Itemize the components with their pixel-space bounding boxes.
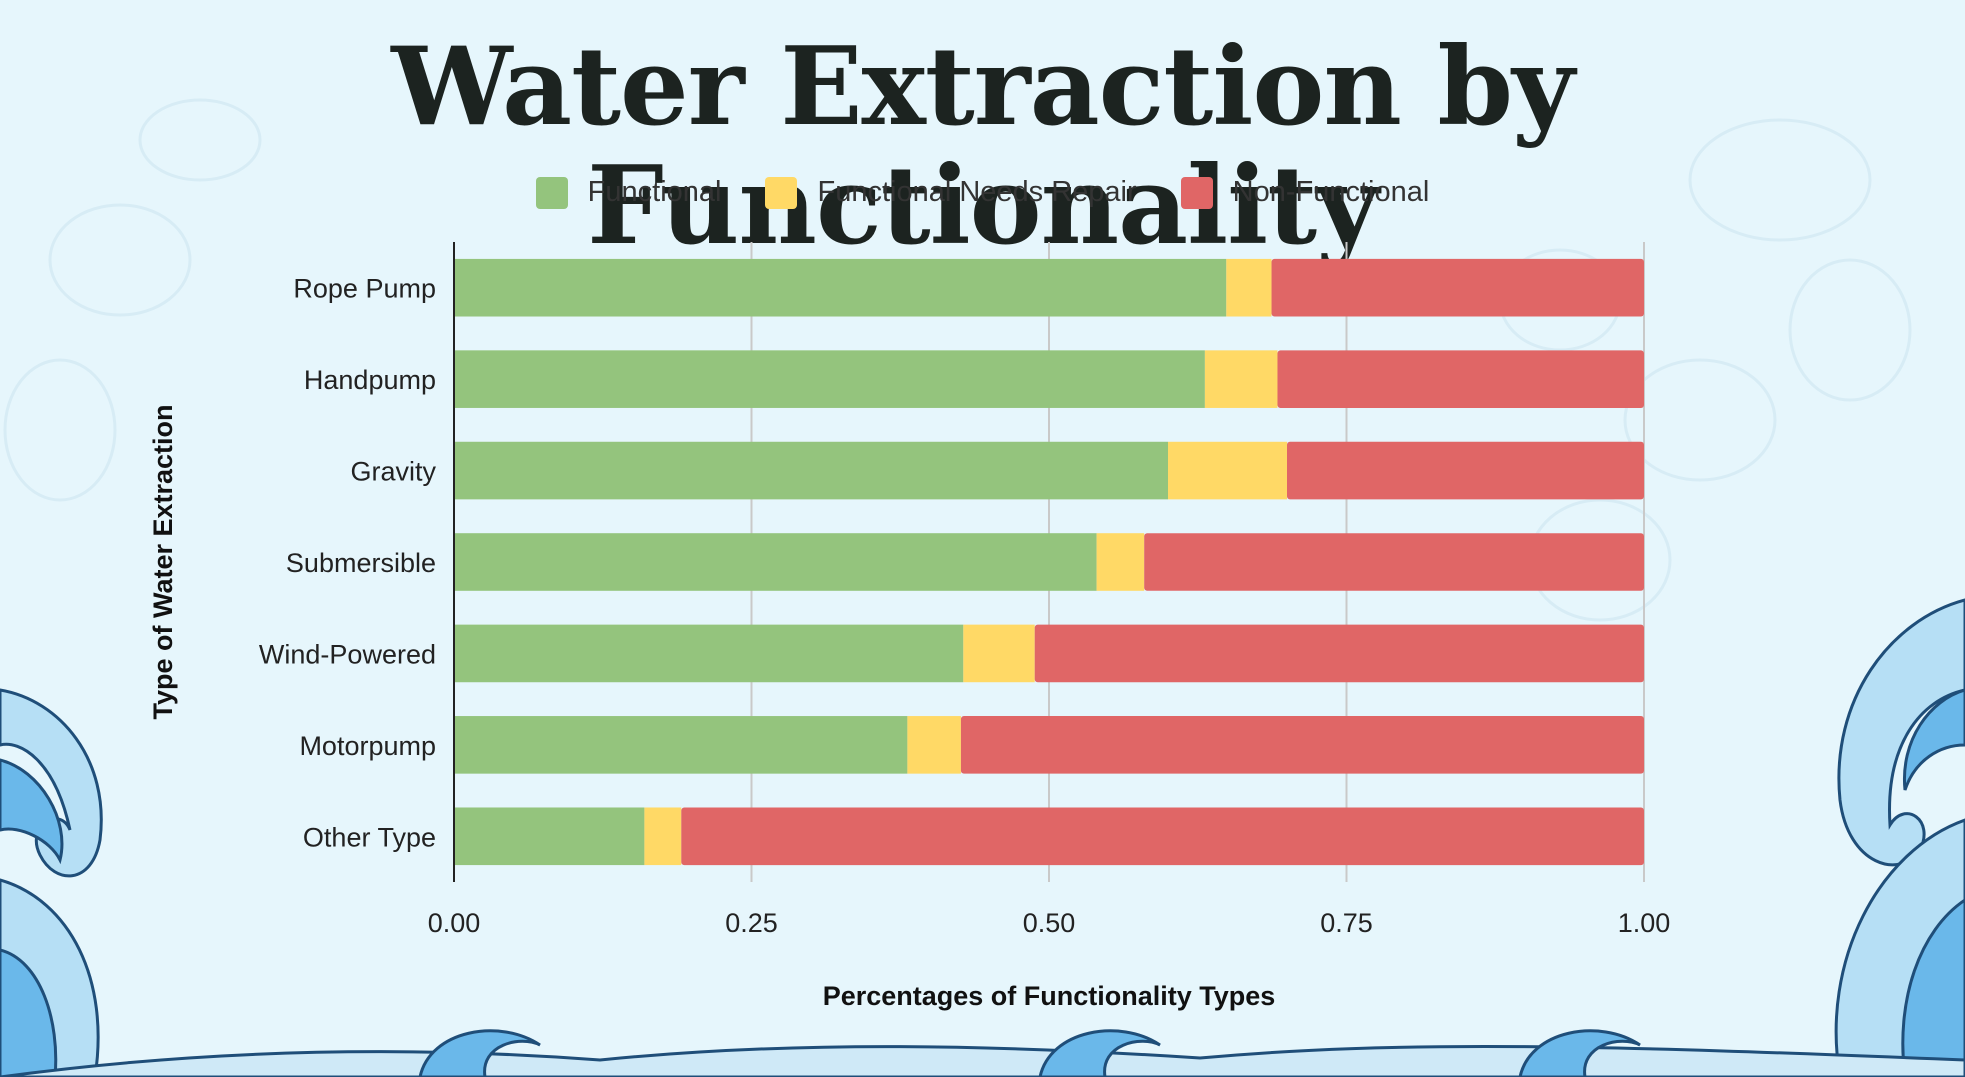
legend-label-needs-repair: Functional Needs Repair [817, 176, 1137, 208]
bar-gravity-non-functional[interactable] [1287, 441, 1644, 500]
legend-item-non-functional[interactable]: Non-Functional [1180, 176, 1430, 209]
bar-submersible-functional[interactable] [454, 533, 1097, 591]
bar-other-type-functional[interactable] [454, 807, 645, 866]
y-tick-label-rope-pump: Rope Pump [293, 274, 436, 304]
wave-bottom [0, 1029, 1965, 1077]
y-tick-label-handpump: Handpump [304, 365, 436, 395]
bar-handpump-non-functional[interactable] [1277, 350, 1644, 408]
bar-rope-pump-functional[interactable] [454, 258, 1227, 317]
bar-submersible-functional-needs-repair[interactable] [1096, 533, 1145, 591]
bar-rope-pump-functional-needs-repair[interactable] [1226, 258, 1272, 317]
bar-handpump-functional[interactable] [454, 350, 1205, 408]
bar-submersible-non-functional[interactable] [1144, 533, 1644, 591]
legend-label-non-functional: Non-Functional [1232, 176, 1430, 208]
bar-rope-pump-non-functional[interactable] [1271, 258, 1644, 317]
bar-motorpump-non-functional[interactable] [960, 716, 1644, 774]
wave-right [1834, 598, 1965, 1077]
bar-handpump-functional-needs-repair[interactable] [1204, 350, 1278, 408]
legend-swatch-needs-repair [765, 176, 798, 209]
legend: Functional Functional Needs Repair Non-F… [0, 176, 1965, 209]
legend-swatch-functional [535, 176, 568, 209]
wave-left [0, 688, 103, 1077]
y-tick-label-submersible: Submersible [286, 548, 436, 578]
x-axis-title: Percentages of Functionality Types [823, 981, 1276, 1011]
bar-wind-powered-functional-needs-repair[interactable] [963, 624, 1035, 683]
bar-motorpump-functional-needs-repair[interactable] [907, 716, 961, 774]
bar-wind-powered-non-functional[interactable] [1034, 624, 1644, 683]
bar-gravity-functional-needs-repair[interactable] [1168, 441, 1287, 500]
y-axis-title: Type of Water Extraction [148, 404, 178, 719]
x-tick-label-0-00: 0.00 [428, 908, 481, 938]
bar-other-type-non-functional[interactable] [681, 807, 1644, 866]
x-tick-label-0-75: 0.75 [1320, 908, 1373, 938]
bars [454, 258, 1644, 866]
y-tick-label-wind-powered: Wind-Powered [259, 639, 436, 669]
legend-label-functional: Functional [587, 176, 722, 208]
legend-item-needs-repair[interactable]: Functional Needs Repair [765, 176, 1137, 209]
chart-title: Water Extraction by Functionality [391, 24, 1575, 269]
legend-swatch-non-functional [1180, 176, 1213, 209]
x-tick-label-0-25: 0.25 [725, 908, 778, 938]
y-axis-tick-labels: Rope Pump Handpump Gravity Submersible Wind-… [259, 274, 437, 853]
bar-gravity-functional[interactable] [454, 441, 1168, 500]
y-tick-label-gravity: Gravity [350, 457, 436, 487]
legend-item-functional[interactable]: Functional [535, 176, 722, 209]
bar-motorpump-functional[interactable] [454, 716, 908, 774]
bar-wind-powered-functional[interactable] [454, 624, 964, 683]
x-tick-label-0-50: 0.50 [1023, 908, 1076, 938]
x-tick-label-1-00: 1.00 [1618, 908, 1671, 938]
y-tick-label-other-type: Other Type [303, 822, 436, 852]
bar-other-type-functional-needs-repair[interactable] [644, 807, 682, 866]
y-tick-label-motorpump: Motorpump [299, 731, 436, 761]
x-axis-tick-labels: 0.00 0.25 0.50 0.75 1.00 [428, 908, 1671, 938]
pebble-pattern [3, 98, 1912, 622]
